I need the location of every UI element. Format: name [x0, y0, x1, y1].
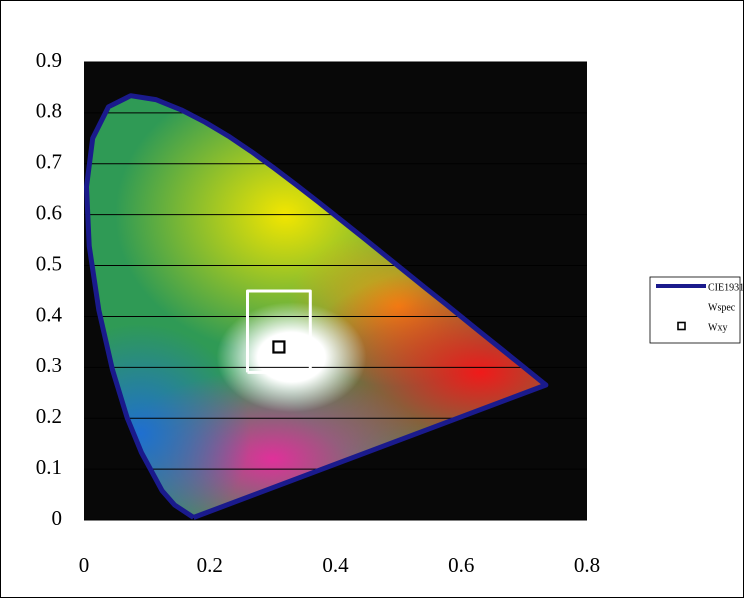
legend-label: Wxy — [708, 322, 727, 333]
y-tick-label: 0.5 — [36, 251, 62, 275]
y-tick-label: 0.4 — [36, 302, 63, 326]
y-tick-label: 0.3 — [36, 353, 62, 377]
plot-background — [31, 62, 671, 549]
x-tick-label: 0.4 — [322, 553, 349, 577]
legend-marker — [678, 323, 685, 330]
y-tick-label: 0 — [52, 506, 63, 530]
x-tick-label: 0.2 — [197, 553, 223, 577]
y-tick-label: 0.6 — [36, 200, 62, 224]
x-tick-label: 0.6 — [448, 553, 474, 577]
point-marker — [273, 341, 284, 352]
glow-white — [216, 302, 366, 412]
page: {"chart_data": { "type": "line", "xlim":… — [0, 0, 744, 598]
y-tick-label: 0.1 — [36, 455, 62, 479]
y-tick-label: 0.8 — [36, 99, 62, 123]
x-tick-label: 0.8 — [574, 553, 600, 577]
y-tick-label: 0.9 — [36, 48, 62, 72]
y-tick-label: 0.2 — [36, 404, 62, 428]
legend-label: CIE1931 — [708, 282, 744, 293]
x-tick-label: 0 — [79, 553, 90, 577]
legend-label: Wspec — [708, 302, 736, 313]
y-tick-label: 0.7 — [36, 150, 62, 174]
chart: 0 0.1 0.2 0.3 0.4 0.5 0.6 0.7 0.8 0.9 0 0.2 0.4 0.6 0.… — [0, 0, 744, 598]
